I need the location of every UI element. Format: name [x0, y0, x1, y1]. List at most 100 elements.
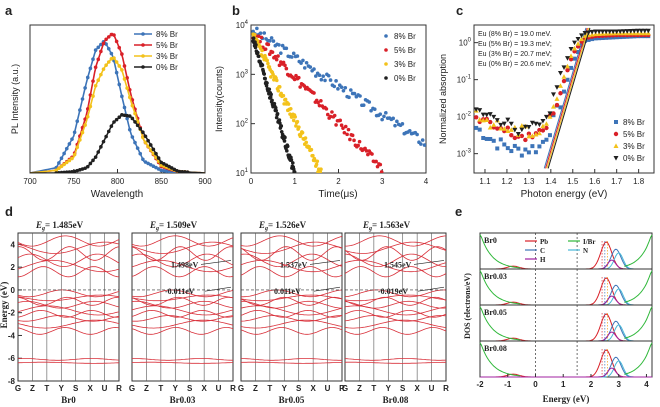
c-ytick-label: 100 [459, 38, 472, 48]
b-series-point-1 [292, 77, 297, 82]
c-annotation-1: Eu (5% Br) = 19.3 meV; [478, 41, 552, 48]
d-gap-sub: g [264, 226, 268, 232]
c-series-point-0 [502, 142, 507, 147]
d-band-line [241, 259, 342, 273]
c-series-point-3 [526, 125, 532, 130]
d-kpoint-label: U [429, 384, 435, 393]
d-band-line [241, 358, 342, 361]
a-series-point-2 [117, 64, 122, 68]
c-ytick-label-exp: -2 [466, 112, 472, 118]
a-series-point-3 [143, 134, 148, 139]
a-series-point-0 [83, 86, 87, 90]
b-series-point-0 [295, 54, 300, 58]
c-series-point-0 [537, 144, 542, 149]
e-row-2: Br0.05 [479, 304, 653, 342]
a-series-point-2 [99, 72, 103, 77]
b-series-point-0 [347, 95, 351, 100]
a-series-point-1 [101, 41, 106, 46]
b-series-point-0 [284, 46, 289, 51]
a-series-point-2 [143, 140, 148, 145]
a-series-point-1 [104, 37, 108, 42]
b-series-point-3 [285, 144, 290, 149]
d-note1: 1.537eV [280, 260, 308, 269]
b-series-point-1 [312, 91, 316, 95]
c-annotation-3: Eu (0% Br) = 20.6 meV; [478, 61, 552, 68]
a-series-point-0 [141, 157, 145, 162]
c-series-point-2 [505, 128, 511, 134]
d-ytick-label: -8 [8, 377, 16, 386]
b-series-point-0 [280, 43, 285, 48]
b-series-point-2 [291, 118, 296, 123]
d-band-line [18, 361, 119, 364]
d-band-line [345, 358, 446, 361]
d-ytick-label: -6 [8, 354, 16, 363]
c-series-point-3 [610, 29, 616, 35]
d-band-line [18, 315, 119, 322]
d-band-line [345, 235, 446, 247]
c-legend-label-3: 0% Br [623, 154, 645, 163]
b-series-point-2 [277, 85, 282, 89]
c-series-point-0 [509, 149, 514, 154]
a-series-point-3 [109, 124, 114, 129]
b-series-point-2 [266, 61, 270, 66]
b-legend-marker-2 [384, 62, 388, 66]
d-kpoint-label: S [73, 384, 79, 393]
b-legend-marker-3 [384, 76, 388, 80]
d-subpanel-name: Br0.05 [279, 395, 305, 405]
b-series-point-3 [260, 63, 265, 67]
c-series-point-0 [530, 144, 535, 149]
panel-b-label: b [232, 3, 240, 18]
d-kpoint-label: Z [30, 384, 35, 393]
c-series-point-3 [533, 121, 539, 127]
a-series-point-0 [80, 97, 85, 101]
b-series-point-0 [419, 142, 423, 146]
c-series-point-2 [547, 114, 553, 119]
b-series-point-2 [260, 48, 264, 53]
panel-c-plot [474, 27, 651, 169]
c-series-point-2 [480, 117, 486, 123]
c-series-point-1 [474, 115, 479, 120]
e-dos-ibr-valence [479, 270, 521, 305]
a-series-point-0 [106, 46, 111, 51]
d-band-line [345, 327, 446, 335]
b-series-point-3 [275, 111, 280, 116]
b-series-point-1 [281, 60, 286, 65]
c-series-point-2 [554, 96, 560, 101]
b-series-point-1 [302, 84, 307, 88]
d-subpanel-1: G Z T Y S X U R Br0.03 Eg= 1.509eV 1.498eV -0.011eV [129, 220, 236, 405]
b-series-point-1 [342, 130, 347, 135]
panel-b-plot [251, 26, 426, 173]
panel-d: d Energy (eV) 420-2-4-6-8 G Z T Y S X U RBr0Eg=… [0, 204, 449, 405]
c-series-point-3 [522, 124, 528, 130]
c-series-point-0 [516, 146, 521, 151]
d-band-line [345, 294, 446, 302]
b-series-point-3 [289, 158, 294, 162]
d-kpoint-label: G [342, 384, 348, 393]
a-legend-label-1: 5% Br [156, 41, 178, 50]
b-series-point-3 [254, 42, 258, 47]
d-band-line [132, 235, 233, 247]
c-series-point-1 [505, 125, 511, 130]
e-xtick-label: 3 [616, 380, 621, 389]
a-series-point-2 [112, 56, 116, 60]
c-legend-marker-2 [613, 143, 619, 148]
b-series-point-1 [364, 149, 369, 153]
c-fit-line-0 [543, 27, 587, 169]
a-series-point-3 [135, 123, 140, 128]
e-dos-curve-3 [480, 367, 652, 378]
c-series-point-2 [501, 126, 507, 131]
b-series-point-0 [422, 143, 426, 147]
c-series-point-0 [512, 143, 517, 148]
c-series-point-0 [484, 136, 489, 141]
d-note1: 1.545eV [384, 260, 412, 269]
b-series-point-3 [263, 76, 267, 81]
panel-d-yticks: 4 2 0 -2 -4 -6 -8 [8, 240, 22, 386]
a-legend-label-0: 8% Br [156, 30, 178, 39]
a-series-point-2 [54, 168, 59, 173]
c-series-point-1 [512, 135, 518, 141]
c-series-point-3 [505, 117, 511, 123]
b-series-point-1 [284, 66, 289, 71]
